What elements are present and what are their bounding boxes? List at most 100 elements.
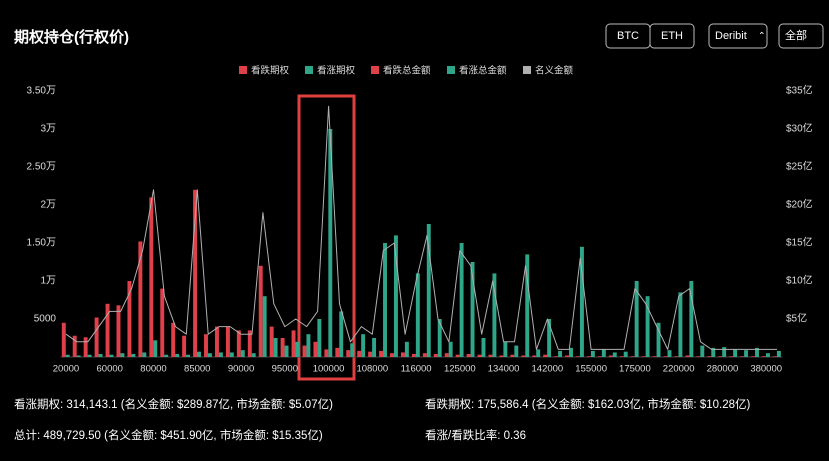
bar (258, 265, 263, 357)
bar (302, 345, 307, 357)
x-tick-label: 108000 (356, 364, 388, 375)
bar (514, 345, 519, 357)
select-label[interactable]: 全部 (785, 28, 807, 42)
bar (361, 334, 366, 357)
bar (696, 356, 701, 357)
bar (477, 354, 482, 357)
y2-tick-label: $20亿 (786, 198, 813, 211)
bar (207, 353, 212, 357)
exchange-select[interactable] (708, 23, 768, 49)
y-tick-label: 3.50万 (27, 86, 56, 97)
bar (630, 356, 635, 357)
bar (765, 353, 770, 357)
bar (193, 189, 198, 357)
bar (273, 338, 278, 357)
stat: 看涨期权: 314,143.1 (名义金额: $289.87亿, 市场金额: $… (14, 397, 333, 411)
bar (218, 352, 223, 357)
x-tick-label: 100000 (313, 364, 345, 375)
bar (532, 355, 537, 357)
legend-swatch (239, 66, 247, 74)
bar (415, 273, 420, 357)
bar (214, 326, 219, 357)
bar (663, 356, 668, 357)
bar (346, 350, 351, 357)
bar (94, 317, 99, 357)
bar (488, 354, 493, 357)
bar (455, 354, 460, 357)
y2-tick-label: $15亿 (786, 236, 813, 249)
bar (335, 347, 340, 357)
bar (328, 129, 333, 357)
legend-label: 看涨总金额 (459, 65, 507, 77)
line (65, 105, 778, 350)
bar (131, 353, 136, 357)
bar (160, 288, 165, 357)
x-tick-label: 280000 (707, 364, 739, 375)
bar (229, 352, 234, 357)
bar (422, 353, 427, 357)
stat: 看涨/看跌比率: 0.36 (425, 428, 526, 442)
bar (656, 322, 661, 357)
bar (700, 345, 705, 357)
x-tick-label: 125000 (444, 364, 476, 375)
select-label[interactable]: Deribit (715, 30, 747, 42)
bar (379, 350, 384, 357)
bar (762, 356, 766, 357)
button-label[interactable]: BTC (617, 30, 639, 42)
bar (426, 224, 431, 357)
bar (645, 296, 650, 357)
y-tick-label: 5000 (34, 314, 57, 325)
bar (383, 243, 387, 357)
legend-label: 看跌期权 (251, 65, 290, 77)
bar (751, 356, 756, 357)
bar (459, 243, 464, 357)
bar (569, 347, 573, 357)
x-tick-label: 80000 (140, 364, 166, 375)
range-select[interactable] (778, 23, 824, 49)
bar (707, 356, 712, 357)
bar (372, 338, 377, 357)
bar (76, 355, 81, 357)
bar (324, 349, 329, 357)
bar (576, 356, 580, 357)
bar (689, 281, 694, 357)
legend-swatch (371, 66, 379, 74)
bar (619, 356, 624, 357)
x-tick-label: 220000 (663, 364, 695, 375)
eth-button[interactable] (649, 23, 695, 49)
bar (586, 356, 591, 357)
y2-tick-label: $30亿 (786, 122, 813, 135)
bar (240, 350, 245, 357)
button-label[interactable]: ETH (661, 30, 683, 42)
bar (153, 340, 158, 357)
bar (182, 335, 187, 357)
bar (674, 356, 679, 357)
bar (142, 352, 147, 357)
bar (536, 349, 541, 357)
bar (612, 352, 617, 357)
y-tick-label: 2.50万 (27, 162, 56, 173)
bar (98, 353, 103, 357)
bar (481, 338, 486, 357)
x-tick-label: 20000 (53, 364, 79, 375)
bar (251, 353, 256, 357)
bar (127, 281, 132, 357)
bar (755, 347, 759, 357)
bar (65, 354, 70, 357)
bar (470, 262, 475, 357)
bar (400, 352, 405, 357)
x-tick-label: 116000 (401, 364, 432, 375)
y-tick-label: 2万 (40, 200, 56, 211)
x-tick-label: 60000 (97, 364, 123, 375)
bar (404, 341, 409, 357)
bar (105, 303, 110, 357)
bar (295, 341, 300, 357)
bar (623, 351, 628, 357)
bar (368, 351, 373, 357)
y-tick-label: 1万 (40, 276, 56, 287)
bar (740, 356, 745, 357)
bar (776, 350, 781, 357)
x-tick-label: 134000 (488, 364, 520, 375)
